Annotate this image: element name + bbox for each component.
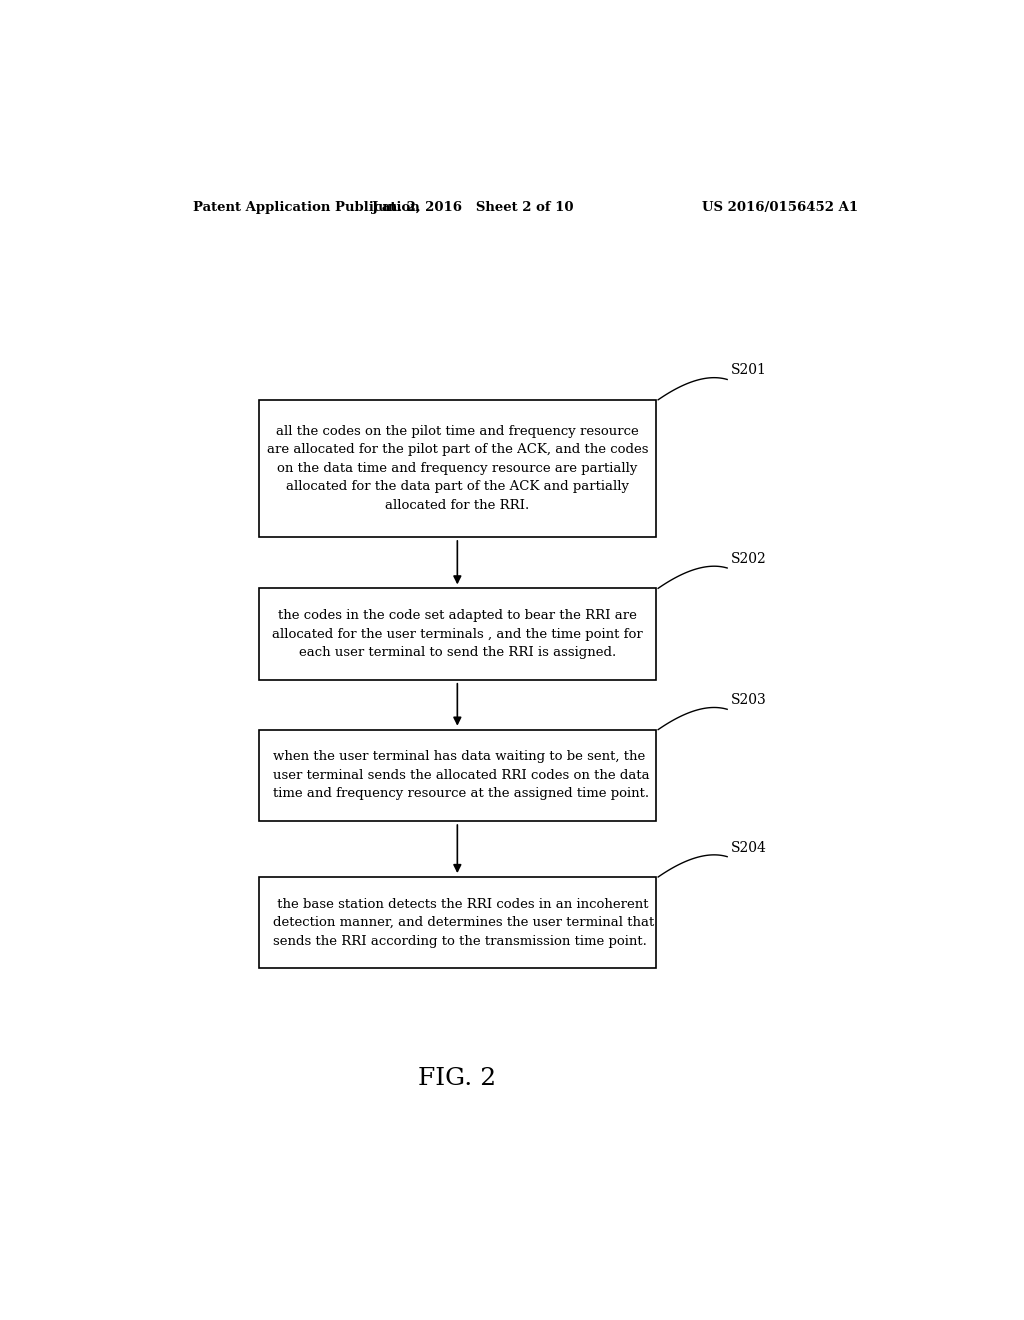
Bar	[259, 876, 655, 969]
Bar	[259, 589, 655, 680]
Text: S201: S201	[731, 363, 767, 378]
Text: S203: S203	[731, 693, 767, 708]
Text: S204: S204	[731, 841, 767, 854]
Bar	[259, 730, 655, 821]
Text: Jun. 2, 2016   Sheet 2 of 10: Jun. 2, 2016 Sheet 2 of 10	[373, 201, 574, 214]
Text: Patent Application Publication: Patent Application Publication	[194, 201, 420, 214]
Text: US 2016/0156452 A1: US 2016/0156452 A1	[702, 201, 858, 214]
Text: the base station detects the RRI codes in an incoherent
detection manner, and de: the base station detects the RRI codes i…	[273, 898, 654, 948]
Text: when the user terminal has data waiting to be sent, the
user terminal sends the : when the user terminal has data waiting …	[273, 750, 650, 800]
Bar	[259, 400, 655, 537]
Text: all the codes on the pilot time and frequency resource
are allocated for the pil: all the codes on the pilot time and freq…	[266, 425, 648, 512]
Text: S202: S202	[731, 552, 767, 566]
Text: FIG. 2: FIG. 2	[418, 1067, 497, 1090]
Text: the codes in the code set adapted to bear the RRI are
allocated for the user ter: the codes in the code set adapted to bea…	[272, 609, 643, 659]
